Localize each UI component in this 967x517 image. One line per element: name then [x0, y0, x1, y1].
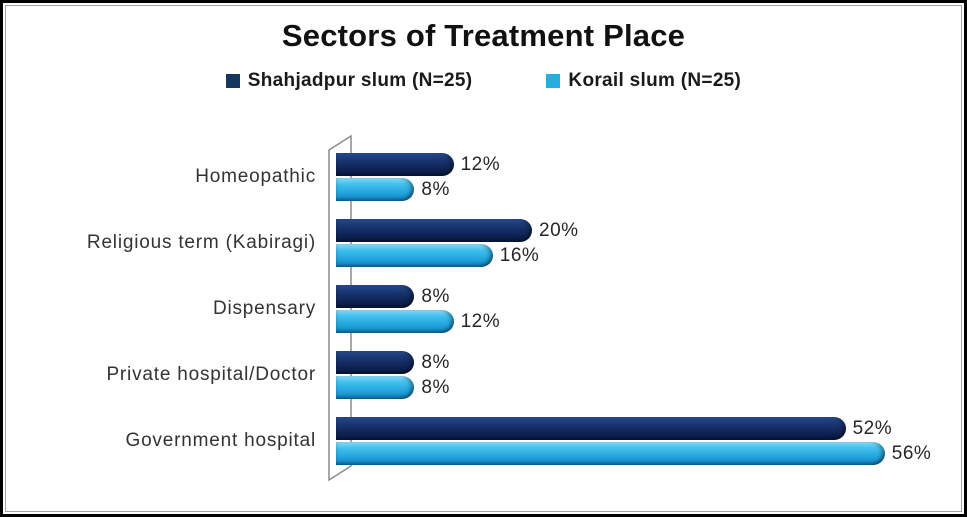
chart-row: Religious term (Kabiragi) 20% 16% — [6, 210, 961, 276]
legend: Shahjadpur slum (N=25) Korail slum (N=25… — [6, 70, 961, 92]
bar-group: 8% 8% — [336, 351, 450, 399]
value-label: 16% — [499, 244, 540, 266]
chart-inner-border: Sectors of Treatment Place Shahjadpur sl… — [5, 5, 962, 512]
legend-item-korail: Korail slum (N=25) — [546, 70, 741, 92]
bar-line: 8% — [336, 178, 500, 201]
value-label: 8% — [421, 351, 450, 373]
value-label: 12% — [460, 310, 501, 332]
bar-series-1 — [336, 376, 415, 399]
chart-row: Government hospital 52% 56% — [6, 408, 961, 474]
category-label: Government hospital — [125, 430, 316, 451]
bar-series-1 — [336, 244, 493, 267]
chart-row: Dispensary 8% 12% — [6, 276, 961, 342]
value-label: 12% — [460, 153, 501, 175]
value-label: 8% — [421, 285, 450, 307]
value-label: 8% — [421, 376, 450, 398]
value-label: 52% — [852, 417, 893, 439]
bar-group: 20% 16% — [336, 219, 579, 267]
legend-label: Shahjadpur slum (N=25) — [247, 70, 473, 91]
bar-series-0 — [336, 351, 415, 374]
bar-series-1 — [336, 310, 454, 333]
category-label: Religious term (Kabiragi) — [86, 232, 316, 253]
bar-series-1 — [336, 178, 415, 201]
category-label: Dispensary — [212, 298, 316, 319]
value-label: 20% — [539, 219, 579, 241]
legend-swatch-icon — [546, 74, 561, 88]
legend-label: Korail slum (N=25) — [568, 70, 742, 91]
category-label: Private hospital/Doctor — [106, 364, 316, 385]
bar-line: 8% — [336, 285, 500, 308]
bar-series-0 — [336, 417, 846, 440]
bar-line: 8% — [336, 351, 450, 374]
bar-series-0 — [336, 285, 415, 308]
bar-series-0 — [336, 219, 532, 242]
bar-series-0 — [336, 153, 454, 176]
bar-group: 52% 56% — [336, 417, 931, 465]
bar-group: 8% 12% — [336, 285, 500, 333]
value-label: 8% — [421, 178, 450, 200]
bar-line: 52% — [336, 417, 931, 440]
plot-area: Homeopathic 12% 8% Religious term (Kabiragi… — [6, 134, 961, 482]
bar-line: 20% — [336, 219, 579, 242]
bar-group: 12% 8% — [336, 153, 500, 201]
bar-series-1 — [336, 442, 885, 465]
bar-line: 8% — [336, 376, 450, 399]
axis-wall-3d-icon — [328, 134, 352, 482]
bar-line: 12% — [336, 310, 500, 333]
chart-row: Homeopathic 12% 8% — [6, 144, 961, 210]
chart-title: Sectors of Treatment Place — [281, 18, 686, 53]
value-label: 56% — [891, 442, 932, 464]
bar-line: 16% — [336, 244, 579, 267]
chart-row: Private hospital/Doctor 8% 8% — [6, 342, 961, 408]
category-label: Homeopathic — [195, 166, 316, 187]
legend-item-shahjadpur: Shahjadpur slum (N=25) — [225, 70, 473, 92]
legend-swatch-icon — [225, 74, 240, 88]
chart-rows: Homeopathic 12% 8% Religious term (Kabiragi… — [6, 144, 961, 474]
bar-line: 12% — [336, 153, 500, 176]
bar-line: 56% — [336, 442, 931, 465]
